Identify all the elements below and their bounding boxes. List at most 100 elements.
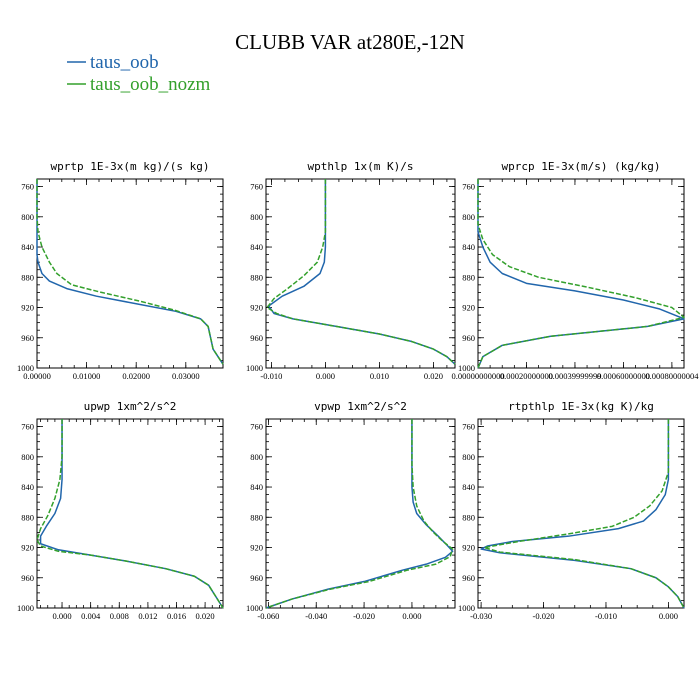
series-line-taus-oob-nozm: [483, 419, 685, 609]
y-tick-label: 840: [250, 242, 263, 252]
y-tick-label: 800: [250, 452, 263, 462]
y-tick-label: 1000: [246, 363, 263, 373]
plot-frame: [265, 178, 456, 369]
panels: wprtp 1E-3x(m kg)/(s kg) 0.00000 0.01000 0.…: [17, 160, 699, 621]
y-tick-label: 960: [462, 333, 475, 343]
y-tick-label: 1000: [17, 603, 34, 613]
panel-title: upwp 1xm^2/s^2: [84, 400, 177, 413]
x-tick-label: 0.008: [110, 611, 129, 621]
y-tick-label: 840: [21, 482, 34, 492]
y-tick-label: 880: [250, 272, 263, 282]
y-tick-label: 880: [462, 512, 475, 522]
panel-2: wpthlp 1x(m K)/s -0.010 0.000 0.010 0.020 760…: [246, 160, 456, 381]
y-tick-label: 760: [250, 422, 263, 432]
panel-6: rtpthlp 1E-3x(kg K)/kg -0.030 -0.020 -0.010…: [458, 400, 685, 621]
y-tick-label: 800: [21, 452, 34, 462]
series-line-taus-oob-nozm: [266, 179, 456, 365]
x-tick-label: -0.010: [260, 371, 282, 381]
y-tick-label: 1000: [17, 363, 34, 373]
y-tick-label: 880: [21, 512, 34, 522]
x-tick-label: 0.03000: [172, 371, 200, 381]
y-tick-label: 880: [462, 272, 475, 282]
legend-label-taus-oob-nozm: taus_oob_nozm: [90, 74, 211, 95]
plot-frame: [477, 178, 685, 369]
panel-title: wpthlp 1x(m K)/s: [308, 160, 414, 173]
x-tick-label: 0.00000: [23, 371, 51, 381]
series-line-taus-oob-nozm: [477, 179, 685, 369]
x-tick-label: -0.030: [470, 611, 492, 621]
x-tick-label: 0.004: [81, 611, 101, 621]
y-tick-label: 920: [21, 543, 34, 553]
panel-3: wprcp 1E-3x(m/s) (kg/kg)0.000000000000.0…: [451, 160, 699, 381]
y-tick-label: 880: [21, 272, 34, 282]
x-tick-label: -0.020: [353, 611, 375, 621]
y-tick-label: 1000: [458, 603, 475, 613]
y-tick-label: 760: [462, 422, 475, 432]
x-tick-label: 0.00000000000: [451, 371, 504, 381]
x-tick-label: 0.00060000000: [597, 371, 650, 381]
y-tick-label: 800: [462, 212, 475, 222]
x-tick-label: 0.020: [424, 371, 443, 381]
x-tick-label: 0.020: [196, 611, 215, 621]
series-line-taus-oob: [480, 419, 685, 609]
plot-frame: [36, 178, 224, 369]
y-tick-label: 960: [21, 333, 34, 343]
x-tick-label: -0.060: [257, 611, 279, 621]
legend-label-taus-oob: taus_oob: [90, 52, 159, 73]
plot-frame: [36, 418, 224, 609]
series-line-taus-oob: [267, 179, 456, 365]
y-tick-label: 960: [462, 573, 475, 583]
y-tick-label: 920: [250, 543, 263, 553]
panel-title: wprtp 1E-3x(m kg)/(s kg): [51, 160, 210, 173]
y-tick-label: 920: [21, 303, 34, 313]
y-tick-label: 800: [462, 452, 475, 462]
plot-frame: [477, 418, 685, 609]
y-tick-label: 880: [250, 512, 263, 522]
y-tick-label: 920: [462, 303, 475, 313]
y-tick-label: 920: [462, 543, 475, 553]
y-tick-label: 760: [250, 182, 263, 192]
x-tick-label: 0.016: [167, 611, 186, 621]
x-tick-label: 0.000: [659, 611, 678, 621]
series-line-taus-oob: [36, 179, 224, 365]
plot-frame: [265, 418, 456, 609]
y-tick-label: 960: [250, 573, 263, 583]
x-tick-label: 0.012: [138, 611, 157, 621]
figure-title: CLUBB VAR at280E,-12N: [235, 30, 465, 54]
series-line-taus-oob-nozm: [265, 419, 454, 609]
x-tick-label: -0.010: [595, 611, 617, 621]
x-tick-label: 0.00020000000: [500, 371, 553, 381]
x-tick-label: 0.000: [52, 611, 71, 621]
x-tick-label: 0.010: [370, 371, 389, 381]
y-tick-label: 1000: [246, 603, 263, 613]
y-tick-label: 840: [21, 242, 34, 252]
x-tick-label: 0.01000: [73, 371, 101, 381]
y-tick-label: 760: [21, 422, 34, 432]
y-tick-label: 760: [21, 182, 34, 192]
y-tick-label: 800: [250, 212, 263, 222]
series-line-taus-oob: [477, 179, 685, 369]
y-tick-label: 840: [250, 482, 263, 492]
series-line-taus-oob-nozm: [36, 179, 224, 365]
legend: taus_oob taus_oob_nozm: [67, 52, 211, 95]
series-line-taus-oob-nozm: [36, 419, 224, 609]
y-tick-label: 760: [462, 182, 475, 192]
y-tick-label: 920: [250, 303, 263, 313]
y-tick-label: 1000: [458, 363, 475, 373]
series-line-taus-oob: [39, 419, 224, 609]
panel-title: wprcp 1E-3x(m/s) (kg/kg): [502, 160, 661, 173]
y-tick-label: 840: [462, 242, 475, 252]
x-tick-label: 0.00039999999: [548, 371, 601, 381]
series-line-taus-oob: [265, 419, 454, 609]
y-tick-label: 960: [250, 333, 263, 343]
x-tick-label: 0.02000: [122, 371, 150, 381]
x-tick-label: 0.000: [402, 611, 421, 621]
panel-1: wprtp 1E-3x(m kg)/(s kg) 0.00000 0.01000 0.…: [17, 160, 224, 381]
panel-4: upwp 1xm^2/s^2 0.000 0.004 0.008 0.012 0.016 0…: [17, 400, 224, 621]
x-tick-label: -0.040: [305, 611, 327, 621]
x-tick-label: 0.00080000004: [645, 371, 699, 381]
panel-5: vpwp 1xm^2/s^2 -0.060 -0.040 -0.020 0.000 760…: [246, 400, 456, 621]
x-tick-label: 0.000: [316, 371, 335, 381]
y-tick-label: 800: [21, 212, 34, 222]
